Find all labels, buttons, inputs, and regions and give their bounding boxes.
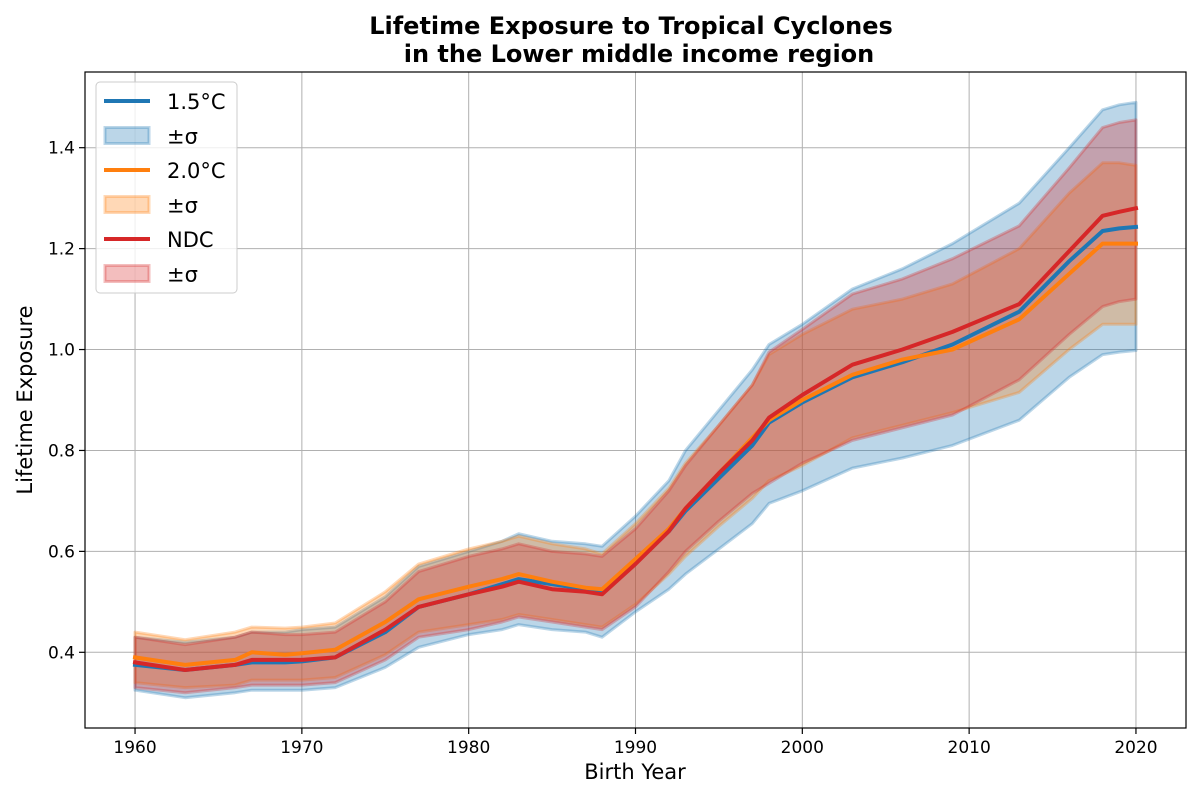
y-tick-label: 1.2	[48, 240, 75, 260]
legend-label-1-5-c: 1.5°C	[167, 90, 226, 114]
x-tick-label: 2010	[948, 738, 991, 758]
legend-label-2-0-c: 2.0°C	[167, 159, 226, 183]
x-tick-label: 1980	[447, 738, 490, 758]
legend-band-label-2-0-c: ±σ	[167, 194, 198, 218]
chart-title-line1: Lifetime Exposure to Tropical Cyclones	[369, 12, 893, 40]
y-tick-label: 0.8	[48, 441, 75, 461]
y-tick-label: 0.6	[48, 542, 75, 562]
legend-band-label-ndc: ±σ	[167, 263, 198, 287]
y-tick-label: 0.4	[48, 643, 75, 663]
legend-label-ndc: NDC	[167, 228, 214, 252]
legend-swatch-2-0-c	[105, 197, 149, 213]
y-axis-label: Lifetime Exposure	[13, 305, 37, 494]
legend: 1.5°C ±σ 2.0°C ±σ NDC ±σ	[96, 82, 237, 293]
x-tick-label: 1990	[614, 738, 657, 758]
y-tick-label: 1.0	[48, 341, 75, 361]
x-tick-label: 2020	[1114, 738, 1157, 758]
y-tick-label: 1.4	[48, 139, 75, 159]
chart-title-line2: in the Lower middle income region	[404, 40, 875, 68]
legend-swatch-ndc	[105, 266, 149, 282]
x-tick-label: 1970	[280, 738, 323, 758]
x-tick-label: 1960	[113, 738, 156, 758]
x-axis-label: Birth Year	[584, 760, 686, 784]
legend-band-label-1-5-c: ±σ	[167, 125, 198, 149]
legend-swatch-1-5-c	[105, 128, 149, 144]
x-tick-label: 2000	[781, 738, 824, 758]
